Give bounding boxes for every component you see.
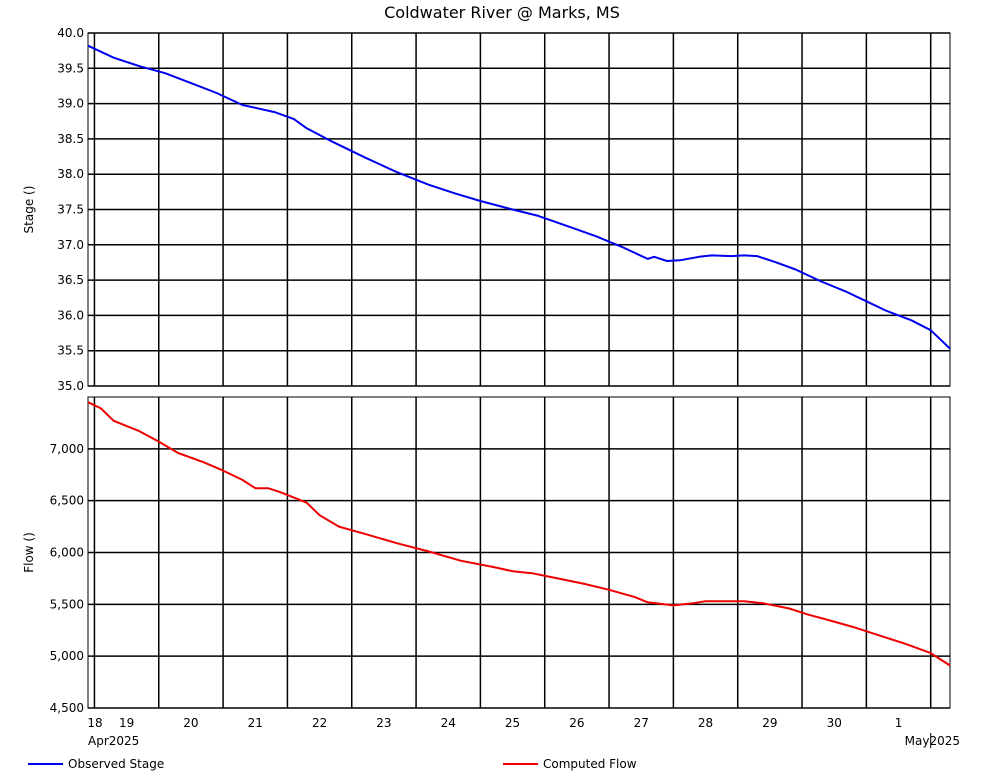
x-day-label: 22: [312, 716, 327, 730]
stage-frame: [87, 32, 951, 387]
x-day-label: 20: [183, 716, 198, 730]
x-day-label: 21: [248, 716, 263, 730]
x-day-label: 18: [87, 716, 102, 730]
flow-series-line: [87, 401, 951, 667]
flow-frame: [87, 396, 951, 709]
x-day-label: 29: [762, 716, 777, 730]
x-day-label: 19: [119, 716, 134, 730]
x-day-label: 28: [698, 716, 713, 730]
flow-ytick-label: 5,000: [50, 649, 84, 663]
x-day-label: 24: [441, 716, 456, 730]
x-day-label: 23: [376, 716, 391, 730]
x-month-label: Apr2025: [88, 734, 139, 748]
stage-ytick-label: 35.0: [57, 379, 84, 393]
flow-ytick-label: 7,000: [50, 442, 84, 456]
x-day-label: 30: [827, 716, 842, 730]
legend-label: Observed Stage: [68, 757, 164, 771]
stage-ylabel: Stage (): [22, 186, 36, 234]
flow-ytick-label: 6,000: [50, 546, 84, 560]
stage-series-line: [87, 44, 951, 350]
stage-ytick-label: 36.0: [57, 308, 84, 322]
stage-panel: 35.0 35.5 36.0 36.5 37.0 37.5 38.0 38.5 39.0 39.5…: [22, 26, 951, 393]
x-day-label: 26: [569, 716, 584, 730]
stage-ytick-label: 40.0: [57, 26, 84, 40]
stage-ytick-label: 39.0: [57, 97, 84, 111]
chart-title: Coldwater River @ Marks, MS: [384, 3, 620, 22]
flow-ytick-label: 5,500: [50, 597, 84, 611]
flow-ytick-label: 4,500: [50, 701, 84, 715]
stage-ytick-label: 38.5: [57, 132, 84, 146]
x-day-label: 1: [895, 716, 903, 730]
x-day-label: 25: [505, 716, 520, 730]
flow-panel: 4,500 5,000 5,500 6,000 6,500 7,000 Flow (): [22, 396, 951, 715]
flow-ylabel: Flow (): [22, 532, 36, 573]
x-day-label: 27: [634, 716, 649, 730]
stage-ytick-label: 37.0: [57, 238, 84, 252]
flow-ytick-label: 6,500: [50, 494, 84, 508]
stage-ytick-label: 38.0: [57, 167, 84, 181]
legend-label: Computed Flow: [543, 757, 637, 771]
stage-ytick-label: 36.5: [57, 273, 84, 287]
stage-ytick-label: 39.5: [57, 61, 84, 75]
x-month-label: May2025: [905, 734, 960, 748]
stage-ytick-label: 35.5: [57, 344, 84, 358]
stage-ytick-label: 37.5: [57, 203, 84, 217]
